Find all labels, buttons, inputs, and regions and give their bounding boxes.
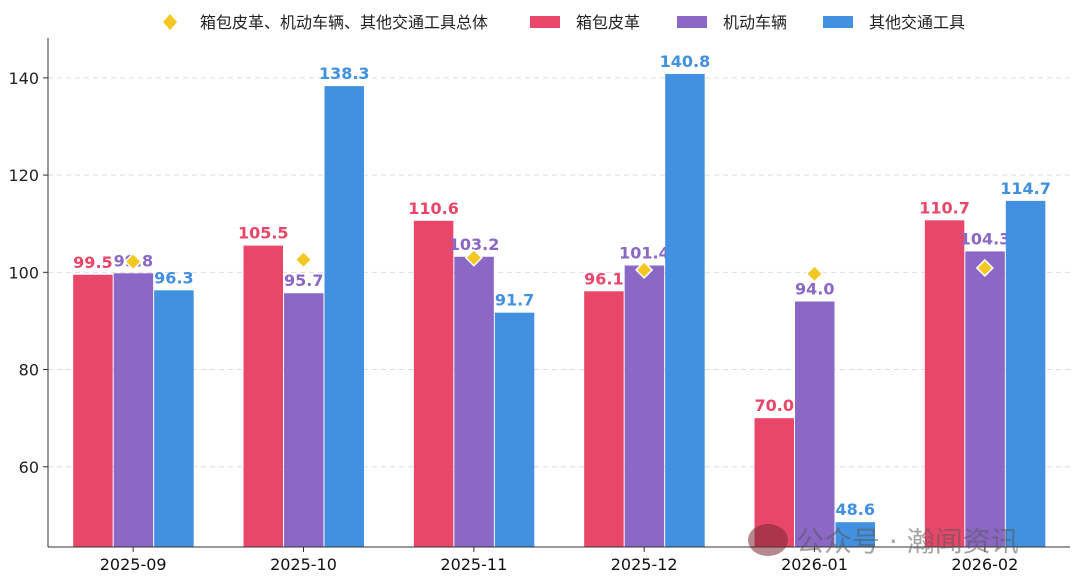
bar — [113, 273, 154, 547]
data-label: 96.3 — [154, 268, 193, 287]
bar — [665, 73, 705, 548]
data-label: 138.3 — [319, 64, 370, 83]
x-tick-label: 2026-01 — [781, 555, 848, 574]
legend-swatch — [823, 16, 853, 28]
bar — [284, 293, 324, 547]
legend-label: 箱包皮革、机动车辆、其他交通工具总体 — [200, 13, 488, 32]
bar — [924, 220, 965, 548]
overlay-diamond — [805, 264, 824, 283]
overlay-diamond — [124, 252, 143, 271]
data-label: 95.7 — [284, 271, 323, 290]
bar — [154, 290, 194, 547]
bar — [73, 274, 113, 547]
bar — [243, 245, 283, 548]
data-label: 96.1 — [584, 269, 623, 288]
data-label: 110.6 — [408, 199, 459, 218]
overlay-diamond — [294, 250, 313, 269]
bar — [835, 522, 875, 547]
legend-swatch — [677, 16, 707, 28]
data-label: 91.7 — [495, 291, 534, 310]
y-tick-label: 80 — [19, 361, 39, 380]
y-tick-label: 60 — [19, 458, 39, 477]
bar — [324, 86, 364, 547]
data-label: 48.6 — [836, 500, 875, 519]
overlay-diamond — [635, 260, 654, 279]
legend-label: 机动车辆 — [723, 13, 787, 32]
bar — [413, 220, 454, 548]
data-label: 70.0 — [755, 396, 794, 415]
bar — [965, 251, 1005, 548]
bar — [1005, 200, 1046, 548]
bar — [494, 312, 535, 547]
data-label: 101.4 — [619, 244, 670, 263]
wechat-icon — [748, 524, 788, 556]
legend-diamond-icon — [163, 14, 177, 30]
bar — [454, 256, 494, 547]
y-tick-label: 140 — [8, 69, 39, 88]
bar — [584, 291, 624, 547]
data-label: 110.7 — [919, 198, 970, 217]
y-tick-label: 100 — [8, 263, 39, 282]
data-label: 103.2 — [449, 235, 500, 254]
data-label: 104.3 — [960, 229, 1011, 248]
watermark-text: 公众号 · 瀚闻资讯 — [796, 525, 1019, 558]
y-tick-label: 120 — [8, 166, 39, 185]
bar — [795, 301, 835, 547]
x-tick-label: 2025-11 — [440, 555, 507, 574]
x-tick-label: 2026-02 — [951, 555, 1018, 574]
legend-swatch — [530, 16, 560, 28]
legend-label: 箱包皮革 — [576, 13, 640, 32]
bar — [624, 265, 665, 547]
data-label: 140.8 — [660, 52, 711, 71]
watermark: 公众号 · 瀚闻资讯 — [748, 520, 1019, 560]
data-label: 94.0 — [795, 279, 834, 298]
data-label: 105.5 — [238, 224, 289, 243]
x-tick-label: 2025-12 — [611, 555, 678, 574]
overlay-diamond — [464, 248, 483, 267]
overlay-diamond — [975, 258, 994, 278]
data-label: 114.7 — [1000, 179, 1051, 198]
x-tick-label: 2025-09 — [100, 555, 167, 574]
data-label: 99.5 — [73, 253, 112, 272]
legend-label: 其他交通工具 — [869, 13, 965, 32]
x-tick-label: 2025-10 — [270, 555, 337, 574]
